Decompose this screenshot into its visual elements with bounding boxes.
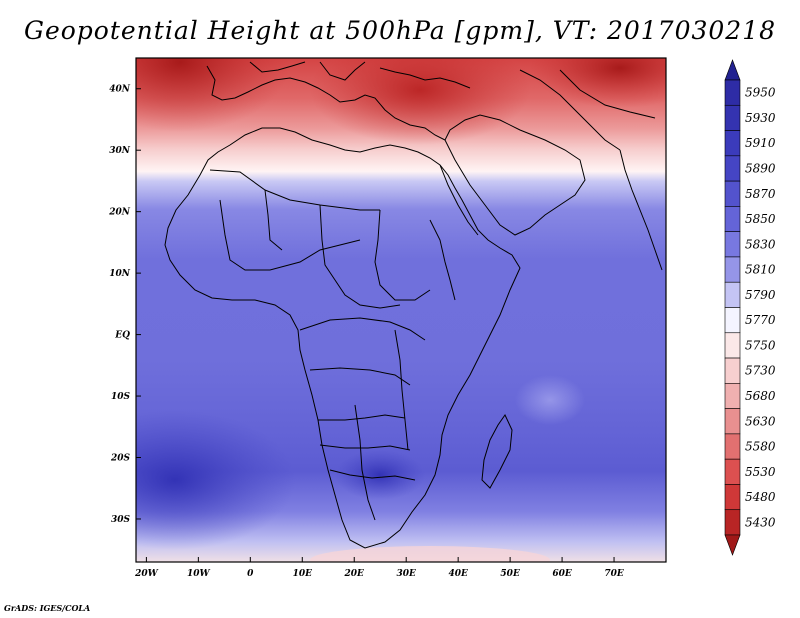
legend-max-arrow bbox=[724, 59, 741, 81]
lon-tick-label: 30E bbox=[397, 569, 417, 579]
legend-label: 5910 bbox=[745, 136, 776, 150]
lon-tick-label: 0 bbox=[247, 569, 254, 579]
legend-label: 5890 bbox=[745, 161, 776, 175]
legend-swatch bbox=[724, 458, 741, 485]
legend-label: 5680 bbox=[745, 389, 776, 403]
legend-label: 5580 bbox=[745, 440, 776, 454]
lat-tick-label: 10N bbox=[109, 269, 131, 279]
lon-axis: 20W 10W 0 10E 20E 30E 40E 50E 60E 70E bbox=[134, 557, 624, 579]
lon-tick-label: 40E bbox=[448, 569, 468, 579]
coastlines-borders bbox=[164, 61, 663, 549]
lon-tick-label: 70E bbox=[604, 569, 624, 579]
legend-swatch bbox=[724, 104, 741, 131]
legend-label: 5950 bbox=[745, 86, 776, 100]
legend-swatch bbox=[724, 256, 741, 283]
lat-tick-label: 20N bbox=[108, 208, 131, 218]
legend-label: 5630 bbox=[745, 414, 776, 428]
legend-label: 5530 bbox=[745, 465, 776, 479]
lat-tick-label: 30S bbox=[111, 515, 131, 525]
legend-swatch bbox=[724, 509, 741, 536]
legend-label: 5850 bbox=[745, 212, 776, 226]
legend-label: 5430 bbox=[745, 515, 776, 529]
legend-swatch bbox=[724, 484, 741, 511]
legend-swatch bbox=[724, 231, 741, 258]
legend-swatch bbox=[724, 281, 741, 308]
chart-title: Geopotential Height at 500hPa [gpm], VT:… bbox=[23, 16, 777, 45]
legend-label: 5810 bbox=[745, 263, 776, 277]
legend-swatch bbox=[724, 79, 741, 106]
legend-swatch bbox=[724, 130, 741, 157]
legend-swatch bbox=[724, 383, 741, 409]
lon-tick-label: 20W bbox=[134, 569, 159, 579]
legend-swatch bbox=[724, 357, 741, 384]
legend-label: 5750 bbox=[745, 338, 776, 352]
lat-tick-label: 40N bbox=[109, 85, 131, 95]
legend-swatch bbox=[724, 332, 741, 359]
legend-swatch bbox=[724, 155, 741, 182]
lon-tick-label: 20E bbox=[344, 569, 365, 579]
color-legend: 5950 5930 5910 5890 5870 5850 5830 5810 5790 5770… bbox=[724, 59, 776, 556]
legend-label: 5790 bbox=[745, 288, 776, 302]
legend-label: 5770 bbox=[745, 313, 776, 327]
lat-axis: 40N 30N 20N 10N EQ 10S 20S 30S bbox=[108, 85, 141, 525]
legend-label: 5480 bbox=[745, 490, 776, 504]
legend-swatch bbox=[724, 180, 741, 207]
lat-tick-label: 20S bbox=[110, 454, 131, 464]
legend-swatch bbox=[724, 408, 741, 435]
lon-tick-label: 50E bbox=[500, 569, 520, 579]
map-frame bbox=[135, 57, 667, 563]
legend-swatch bbox=[724, 206, 741, 232]
legend-label: 5830 bbox=[745, 237, 776, 251]
lon-tick-label: 10E bbox=[293, 569, 313, 579]
legend-swatch bbox=[724, 307, 741, 334]
lon-tick-label: 10W bbox=[187, 569, 211, 579]
lon-tick-label: 60E bbox=[552, 569, 572, 579]
grads-credit: GrADS: IGES/COLA bbox=[4, 603, 91, 613]
lat-tick-label: 10S bbox=[111, 392, 131, 402]
lat-tick-label: EQ bbox=[114, 331, 130, 341]
legend-swatch bbox=[724, 433, 741, 460]
height-field bbox=[136, 58, 666, 562]
legend-min-arrow bbox=[724, 534, 741, 556]
legend-label: 5730 bbox=[745, 364, 776, 378]
legend-label: 5930 bbox=[745, 111, 776, 125]
lat-tick-label: 30N bbox=[109, 146, 131, 156]
legend-label: 5870 bbox=[745, 187, 776, 201]
